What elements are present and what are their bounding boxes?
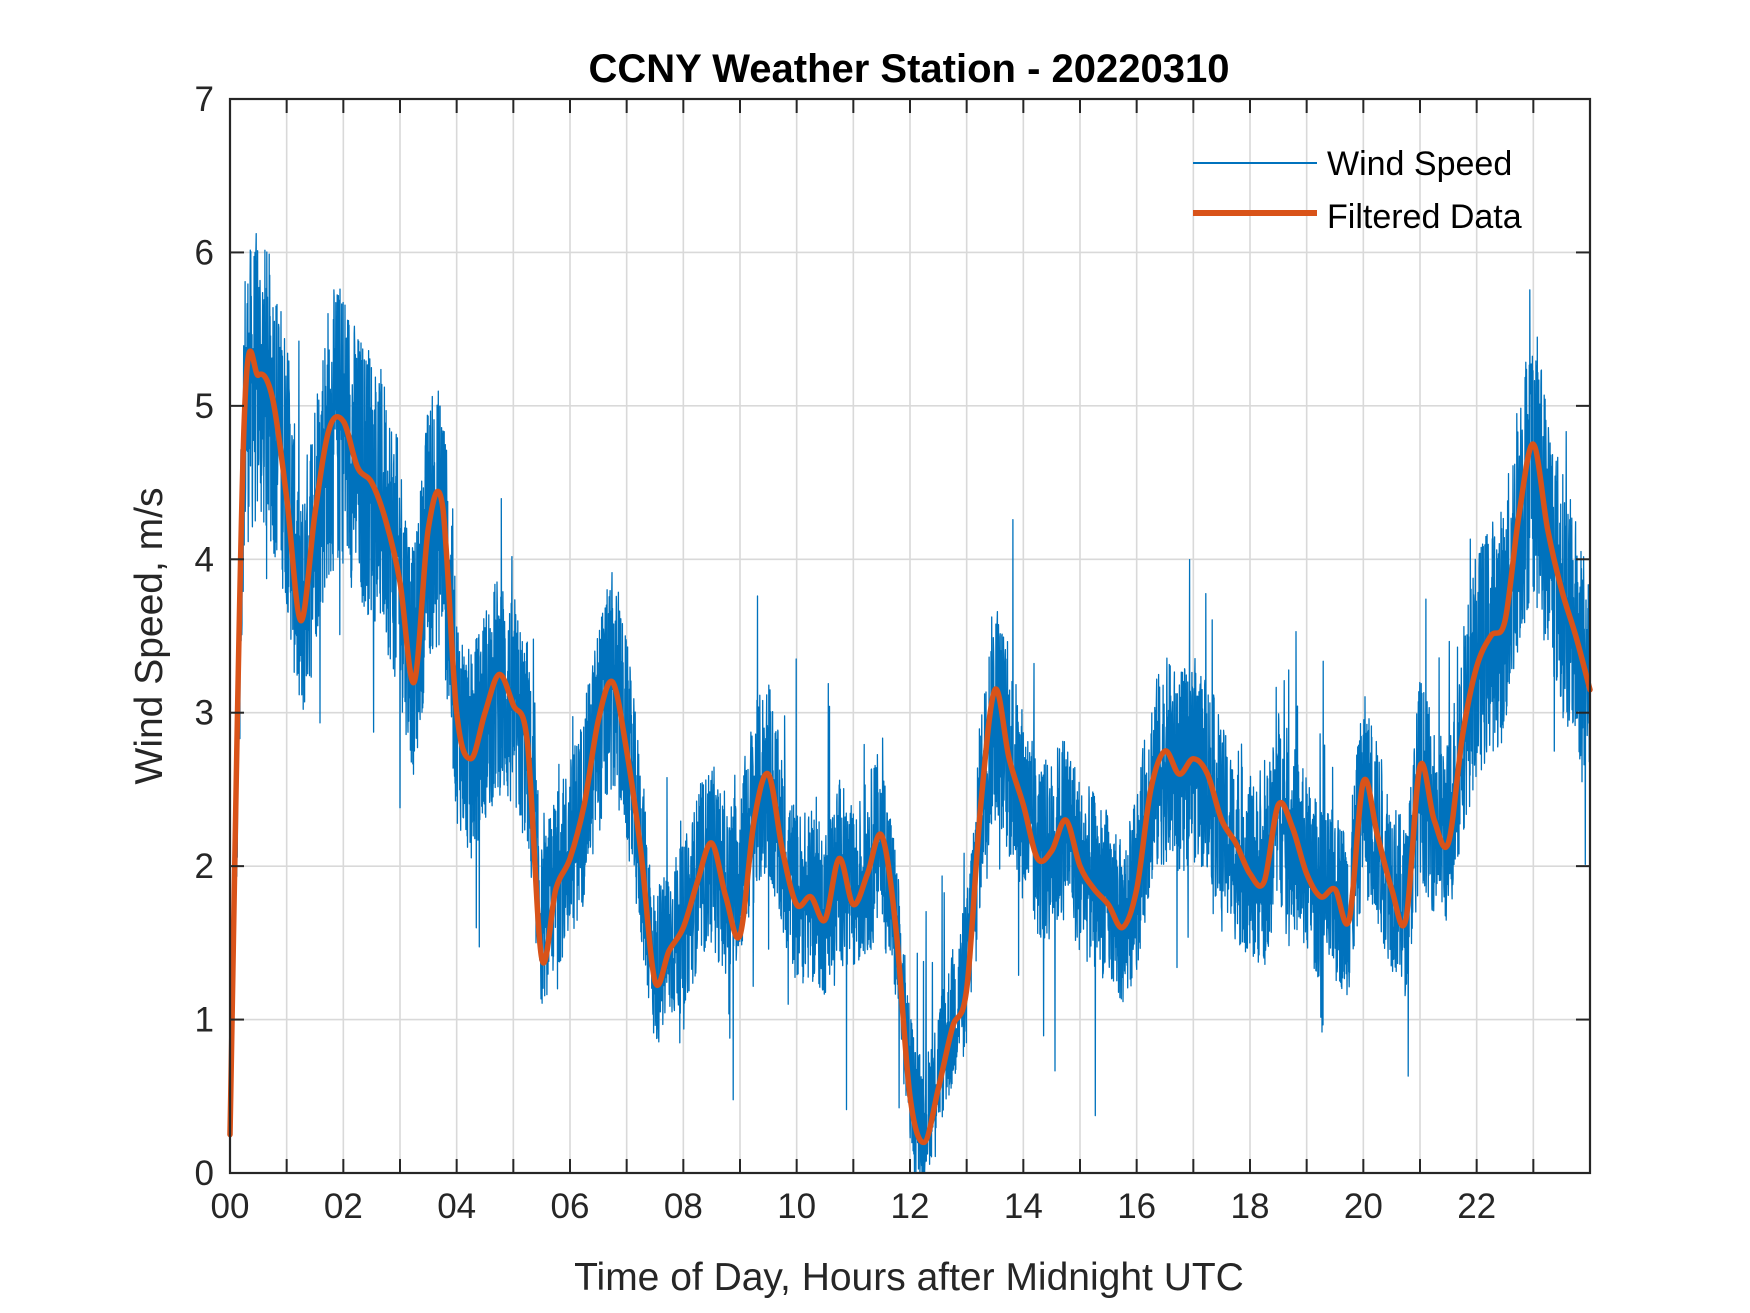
y-axis-label: Wind Speed, m/s: [128, 488, 171, 785]
legend: Wind Speed Filtered Data: [1193, 145, 1522, 236]
y-tick-label: 2: [195, 847, 214, 886]
x-tick-label: 20: [1344, 1187, 1383, 1226]
series-filtered-data-line: [227, 348, 1593, 1146]
series-layer: [227, 232, 1593, 1174]
x-tick-label: 08: [664, 1187, 703, 1226]
y-tick-label: 4: [195, 540, 214, 579]
x-tick-labels: 00 02 04 06 08 10 12 14 16 18 20 22: [211, 1187, 1497, 1226]
y-tick-label: 7: [195, 80, 214, 119]
y-tick-label: 0: [195, 1154, 214, 1193]
x-tick-label: 10: [777, 1187, 816, 1226]
x-axis-label: Time of Day, Hours after Midnight UTC: [574, 1256, 1244, 1299]
y-tick-labels: 0 1 2 3 4 5 6 7: [195, 80, 214, 1193]
x-tick-label: 00: [211, 1187, 250, 1226]
x-tick-label: 22: [1457, 1187, 1496, 1226]
series-wind-speed-line: [229, 232, 1591, 1174]
x-tick-label: 12: [891, 1187, 930, 1226]
x-tick-label: 04: [437, 1187, 476, 1226]
x-tick-label: 06: [551, 1187, 590, 1226]
x-tick-label: 16: [1117, 1187, 1156, 1226]
legend-label-wind-speed: Wind Speed: [1327, 145, 1512, 183]
y-tick-label: 6: [195, 233, 214, 272]
y-tick-label: 3: [195, 694, 214, 733]
tick-marks: [230, 99, 1590, 1173]
legend-label-filtered-data: Filtered Data: [1327, 198, 1522, 236]
x-tick-label: 14: [1004, 1187, 1043, 1226]
chart-title: CCNY Weather Station - 20220310: [589, 47, 1230, 91]
y-tick-label: 5: [195, 387, 214, 426]
x-tick-label: 18: [1231, 1187, 1270, 1226]
x-tick-label: 02: [324, 1187, 363, 1226]
y-tick-label: 1: [195, 1001, 214, 1040]
